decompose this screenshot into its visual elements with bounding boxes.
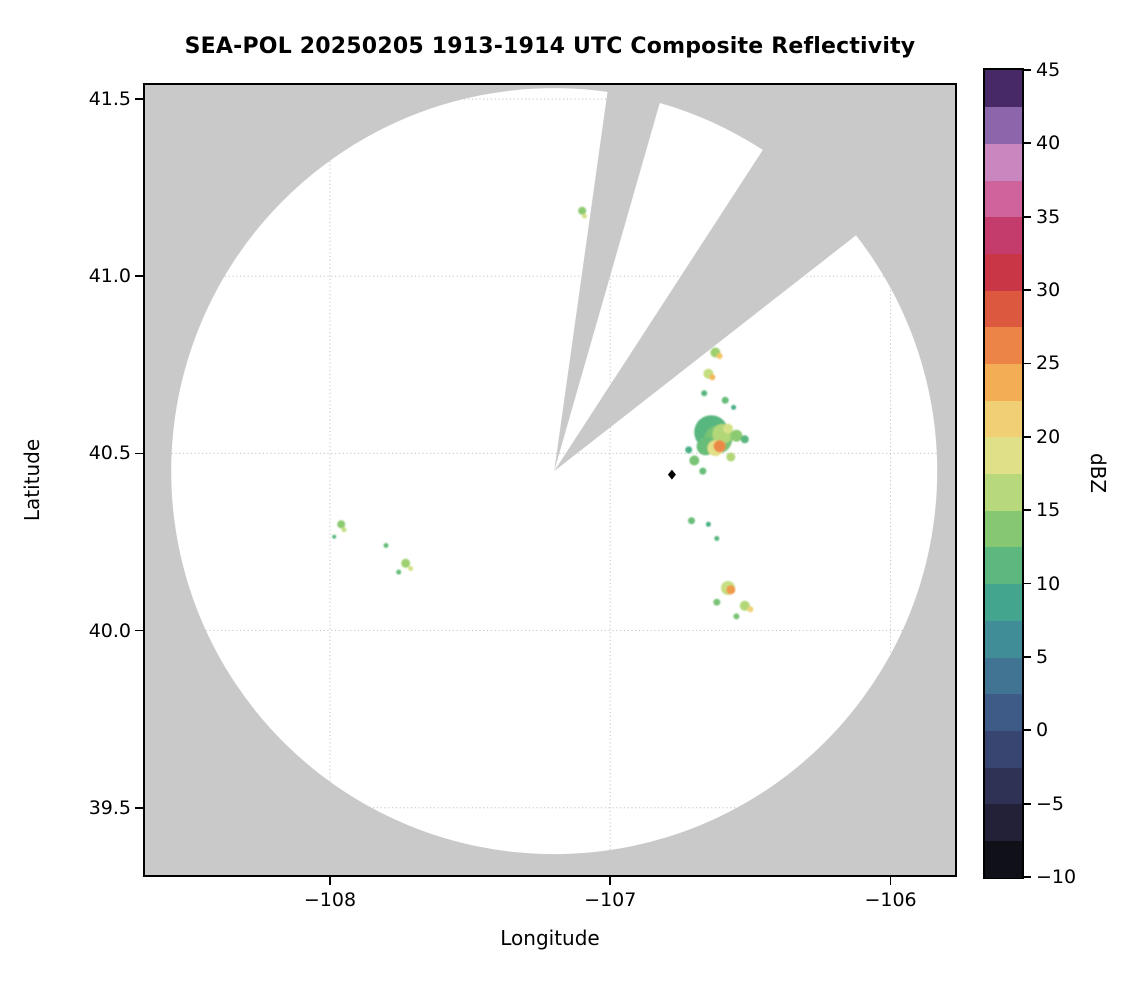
colorbar-cell bbox=[985, 840, 1022, 878]
colorbar-tick-label: −10 bbox=[1036, 866, 1077, 888]
x-tick-label: −107 bbox=[584, 889, 637, 911]
x-tick-label: −106 bbox=[864, 889, 917, 911]
x-tick-mark bbox=[889, 877, 892, 885]
colorbar-tick-label: 5 bbox=[1036, 645, 1049, 668]
colorbar-tick-mark bbox=[1024, 729, 1031, 732]
colorbar-cell bbox=[985, 216, 1022, 254]
colorbar-cell bbox=[985, 473, 1022, 511]
radar-plot-svg bbox=[145, 0, 996, 875]
colorbar-tick-mark bbox=[1024, 362, 1031, 365]
x-tick-mark bbox=[329, 877, 331, 885]
colorbar-cell bbox=[985, 693, 1022, 731]
colorbar-cell bbox=[985, 546, 1022, 585]
colorbar-tick-mark bbox=[1024, 656, 1031, 658]
colorbar-tick-mark bbox=[1024, 582, 1031, 585]
colorbar-cell bbox=[985, 803, 1022, 841]
colorbar-tick-label: 40 bbox=[1036, 132, 1061, 155]
colorbar-cell bbox=[985, 436, 1022, 475]
colorbar-tick-mark bbox=[1024, 215, 1031, 218]
colorbar-cell bbox=[985, 363, 1022, 401]
y-tick-label: 39.5 bbox=[88, 796, 131, 819]
y-tick-mark bbox=[135, 806, 143, 809]
colorbar-cell bbox=[985, 620, 1022, 658]
chart-title: SEA-POL 20250205 1913-1914 UTC Composite… bbox=[184, 34, 916, 59]
x-axis-label: Longitude bbox=[500, 926, 600, 950]
colorbar-cell bbox=[985, 290, 1022, 328]
colorbar-tick-label: 45 bbox=[1036, 59, 1061, 81]
colorbar-tick-mark bbox=[1024, 289, 1031, 291]
colorbar-cell bbox=[985, 326, 1022, 365]
y-tick-label: 40.5 bbox=[88, 442, 131, 465]
reflectivity-echoes bbox=[332, 206, 754, 620]
colorbar-cell bbox=[985, 766, 1022, 805]
colorbar-tick-label: 20 bbox=[1036, 425, 1061, 448]
colorbar-tick-mark bbox=[1024, 142, 1031, 145]
x-tick-mark bbox=[609, 877, 612, 885]
colorbar-cell bbox=[985, 510, 1022, 548]
y-tick-label: 41.0 bbox=[88, 265, 131, 288]
blocked-sector-wedge bbox=[554, 0, 690, 472]
y-tick-mark bbox=[135, 98, 143, 101]
colorbar-cell bbox=[985, 253, 1022, 291]
y-tick-label: 40.0 bbox=[88, 619, 131, 642]
x-tick-label: −108 bbox=[303, 889, 357, 911]
colorbar-tick-label: 25 bbox=[1036, 352, 1061, 375]
colorbar-cell bbox=[985, 106, 1022, 144]
colorbar-cell bbox=[985, 583, 1022, 621]
colorbar-tick-label: 0 bbox=[1036, 719, 1049, 742]
colorbar-tick-label: 30 bbox=[1036, 279, 1061, 302]
colorbar-cell bbox=[985, 400, 1022, 438]
colorbar-cell bbox=[985, 70, 1022, 108]
colorbar-tick-mark bbox=[1024, 802, 1031, 805]
y-tick-label: 41.5 bbox=[88, 88, 131, 111]
colorbar-tick-mark bbox=[1024, 509, 1031, 512]
colorbar-tick-label: 35 bbox=[1036, 205, 1061, 228]
colorbar-tick-mark bbox=[1024, 69, 1031, 71]
colorbar-cell bbox=[985, 730, 1022, 768]
blocked-sector-wedge bbox=[554, 1, 996, 472]
plot-area bbox=[145, 0, 996, 875]
colorbar-label: dBZ bbox=[1086, 452, 1110, 494]
colorbar-tick-label: 15 bbox=[1036, 499, 1061, 522]
y-axis-label: Latitude bbox=[20, 438, 44, 522]
site-marker-diamond bbox=[667, 469, 676, 480]
colorbar-cell bbox=[985, 180, 1022, 218]
y-tick-mark bbox=[135, 629, 143, 632]
colorbar-tick-label: 10 bbox=[1036, 572, 1061, 595]
y-tick-mark bbox=[135, 275, 143, 278]
colorbar-tick-mark bbox=[1024, 876, 1031, 878]
colorbar-tick-mark bbox=[1024, 435, 1031, 438]
colorbar-cell bbox=[985, 143, 1022, 181]
colorbar-tick-label: −5 bbox=[1036, 792, 1065, 815]
colorbar-cell bbox=[985, 656, 1022, 695]
y-tick-mark bbox=[135, 452, 143, 455]
